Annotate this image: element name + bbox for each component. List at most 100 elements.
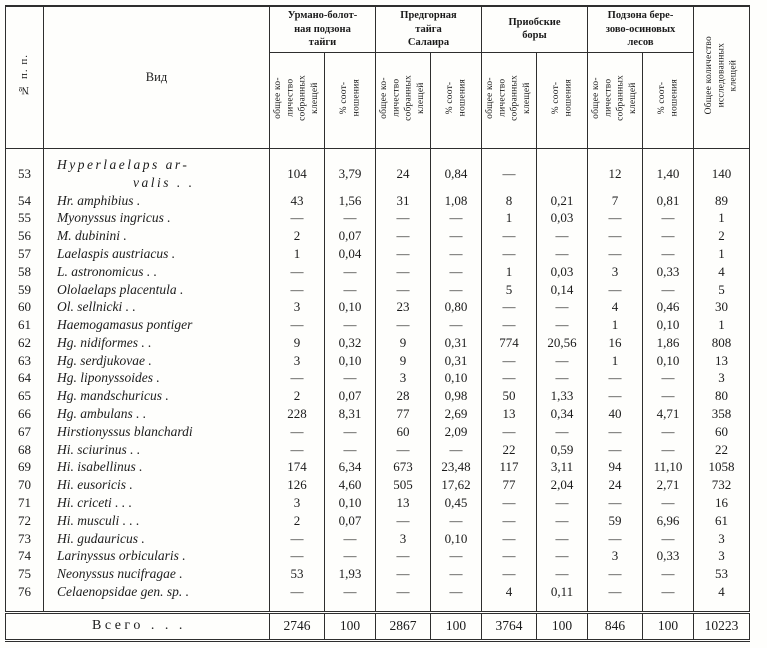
species-name: Hg. serdjukovae .	[43, 351, 270, 370]
cell-count: —	[375, 262, 431, 281]
cell-percent: 8,31	[324, 405, 376, 423]
cell-count: 174	[269, 458, 325, 477]
cell-percent: 0,84	[430, 148, 482, 192]
cell-count: 3	[375, 529, 431, 548]
cell-count: —	[269, 583, 325, 613]
row-number: 54	[5, 191, 44, 210]
collected-count-label: общее ко- личество собранных клещей	[379, 74, 427, 121]
cell-grand-total: 3	[693, 369, 750, 388]
species-name: Hr. amphibius .	[43, 191, 270, 210]
header-row-number-column: № п. п.	[5, 6, 44, 149]
row-number: 61	[5, 316, 44, 334]
cell-percent: 0,21	[536, 191, 588, 210]
cell-count: —	[269, 529, 325, 548]
cell-count: —	[587, 583, 643, 613]
mite-distribution-table: № п. п. Вид Урмано-болот- ная подзона та…	[5, 5, 750, 642]
cell-percent: —	[642, 529, 694, 548]
cell-count: 43	[269, 191, 325, 210]
cell-percent: —	[536, 244, 588, 263]
cell-percent: —	[642, 280, 694, 299]
table-row: 76 Celaenopsidae gen. sp. . — — — —4 0,11— —4	[5, 583, 750, 613]
cell-grand-total: 358	[693, 405, 750, 423]
cell-grand-total: 1	[693, 244, 750, 263]
table-row: 56 M. dubinini . 2 0,07— — — — — —2	[5, 227, 750, 245]
row-number: 53	[5, 148, 44, 192]
species-name: Ol. sellnicki . .	[43, 298, 270, 317]
cell-percent: 0,03	[536, 209, 588, 228]
row-number: 55	[5, 209, 44, 228]
cell-grand-total: 80	[693, 387, 750, 406]
cell-count: 13	[481, 405, 537, 423]
row-number: 69	[5, 458, 44, 477]
cell-percent: 0,03	[536, 262, 588, 281]
cell-percent: —	[642, 244, 694, 263]
cell-grand-total: 4	[693, 262, 750, 281]
cell-percent: —	[430, 244, 482, 263]
row-number: 65	[5, 387, 44, 406]
cell-percent: 1,56	[324, 191, 376, 210]
row-number: 70	[5, 476, 44, 495]
cell-count: 59	[587, 511, 643, 530]
species-name: Hi. criceti . . .	[43, 494, 270, 512]
cell-percent: 0,10	[324, 351, 376, 370]
cell-count: 1	[587, 351, 643, 370]
cell-percent: 0,34	[536, 405, 588, 423]
cell-grand-total: 5	[693, 280, 750, 299]
species-name: Larinyssus orbicularis .	[43, 547, 270, 566]
cell-percent: —	[642, 440, 694, 459]
cell-percent: 0,07	[324, 387, 376, 406]
cell-grand-total: 808	[693, 333, 750, 352]
table-row: 61 Haemogamasus pontiger — — — — — —1 0,10 1	[5, 316, 750, 334]
table-row: 71 Hi. criceti . . . 3 0,10 13 0,45— — — —16	[5, 494, 750, 512]
species-name: Hg. liponyssoides .	[43, 369, 270, 388]
cell-count: —	[481, 369, 537, 388]
cell-count: —	[269, 262, 325, 281]
cell-percent: —	[430, 316, 482, 334]
species-name: Myonyssus ingricus .	[43, 209, 270, 228]
cell-count: —	[481, 511, 537, 530]
cell-count: 1	[269, 244, 325, 263]
cell-count: —	[481, 547, 537, 566]
cell-count: 31	[375, 191, 431, 210]
cell-percent: 0,14	[536, 280, 588, 299]
cell-percent: 0,32	[324, 333, 376, 352]
cell-count: 117	[481, 458, 537, 477]
subheader-percent-ratio-4: % соот- ношения	[642, 52, 694, 149]
cell-count: 7	[587, 191, 643, 210]
collected-count-label: общее ко- личество собранных клещей	[591, 74, 639, 121]
cell-grand-total: 22	[693, 440, 750, 459]
cell-grand-total: 4	[693, 583, 750, 613]
cell-count: —	[375, 244, 431, 263]
table-row: 72 Hi. musculi . . . 2 0,07— — — —59 6,96 61	[5, 511, 750, 530]
total-cell-count-3: 3764	[481, 610, 537, 642]
cell-percent: —	[324, 547, 376, 566]
cell-percent: 1,93	[324, 565, 376, 584]
species-name: Hi. eusoricis .	[43, 476, 270, 495]
cell-grand-total: 140	[693, 148, 750, 192]
cell-count: 8	[481, 191, 537, 210]
cell-percent: 4,71	[642, 405, 694, 423]
cell-percent: 0,80	[430, 298, 482, 317]
cell-count: 60	[375, 422, 431, 441]
cell-percent: 0,10	[324, 494, 376, 512]
cell-percent: —	[324, 316, 376, 334]
cell-count: 3	[269, 494, 325, 512]
cell-count: —	[375, 280, 431, 299]
cell-percent: —	[324, 583, 376, 613]
cell-grand-total: 1058	[693, 458, 750, 477]
cell-count: 5	[481, 280, 537, 299]
cell-percent: —	[324, 440, 376, 459]
total-row-label: Всего . . .	[5, 610, 270, 642]
row-number: 72	[5, 511, 44, 530]
species-name: Hyperlaelaps ar-valis . .	[43, 148, 270, 192]
cell-percent: 0,81	[642, 191, 694, 210]
cell-count: 1	[481, 209, 537, 228]
cell-percent: 2,04	[536, 476, 588, 495]
species-name: Ololaelaps placentula .	[43, 280, 270, 299]
table-row: 60 Ol. sellnicki . . 3 0,10 23 0,80— —4 0,46 30	[5, 298, 750, 317]
cell-count: 3	[587, 262, 643, 281]
cell-count: 3	[375, 369, 431, 388]
cell-count: 104	[269, 148, 325, 192]
cell-count: —	[587, 280, 643, 299]
cell-percent: 0,46	[642, 298, 694, 317]
